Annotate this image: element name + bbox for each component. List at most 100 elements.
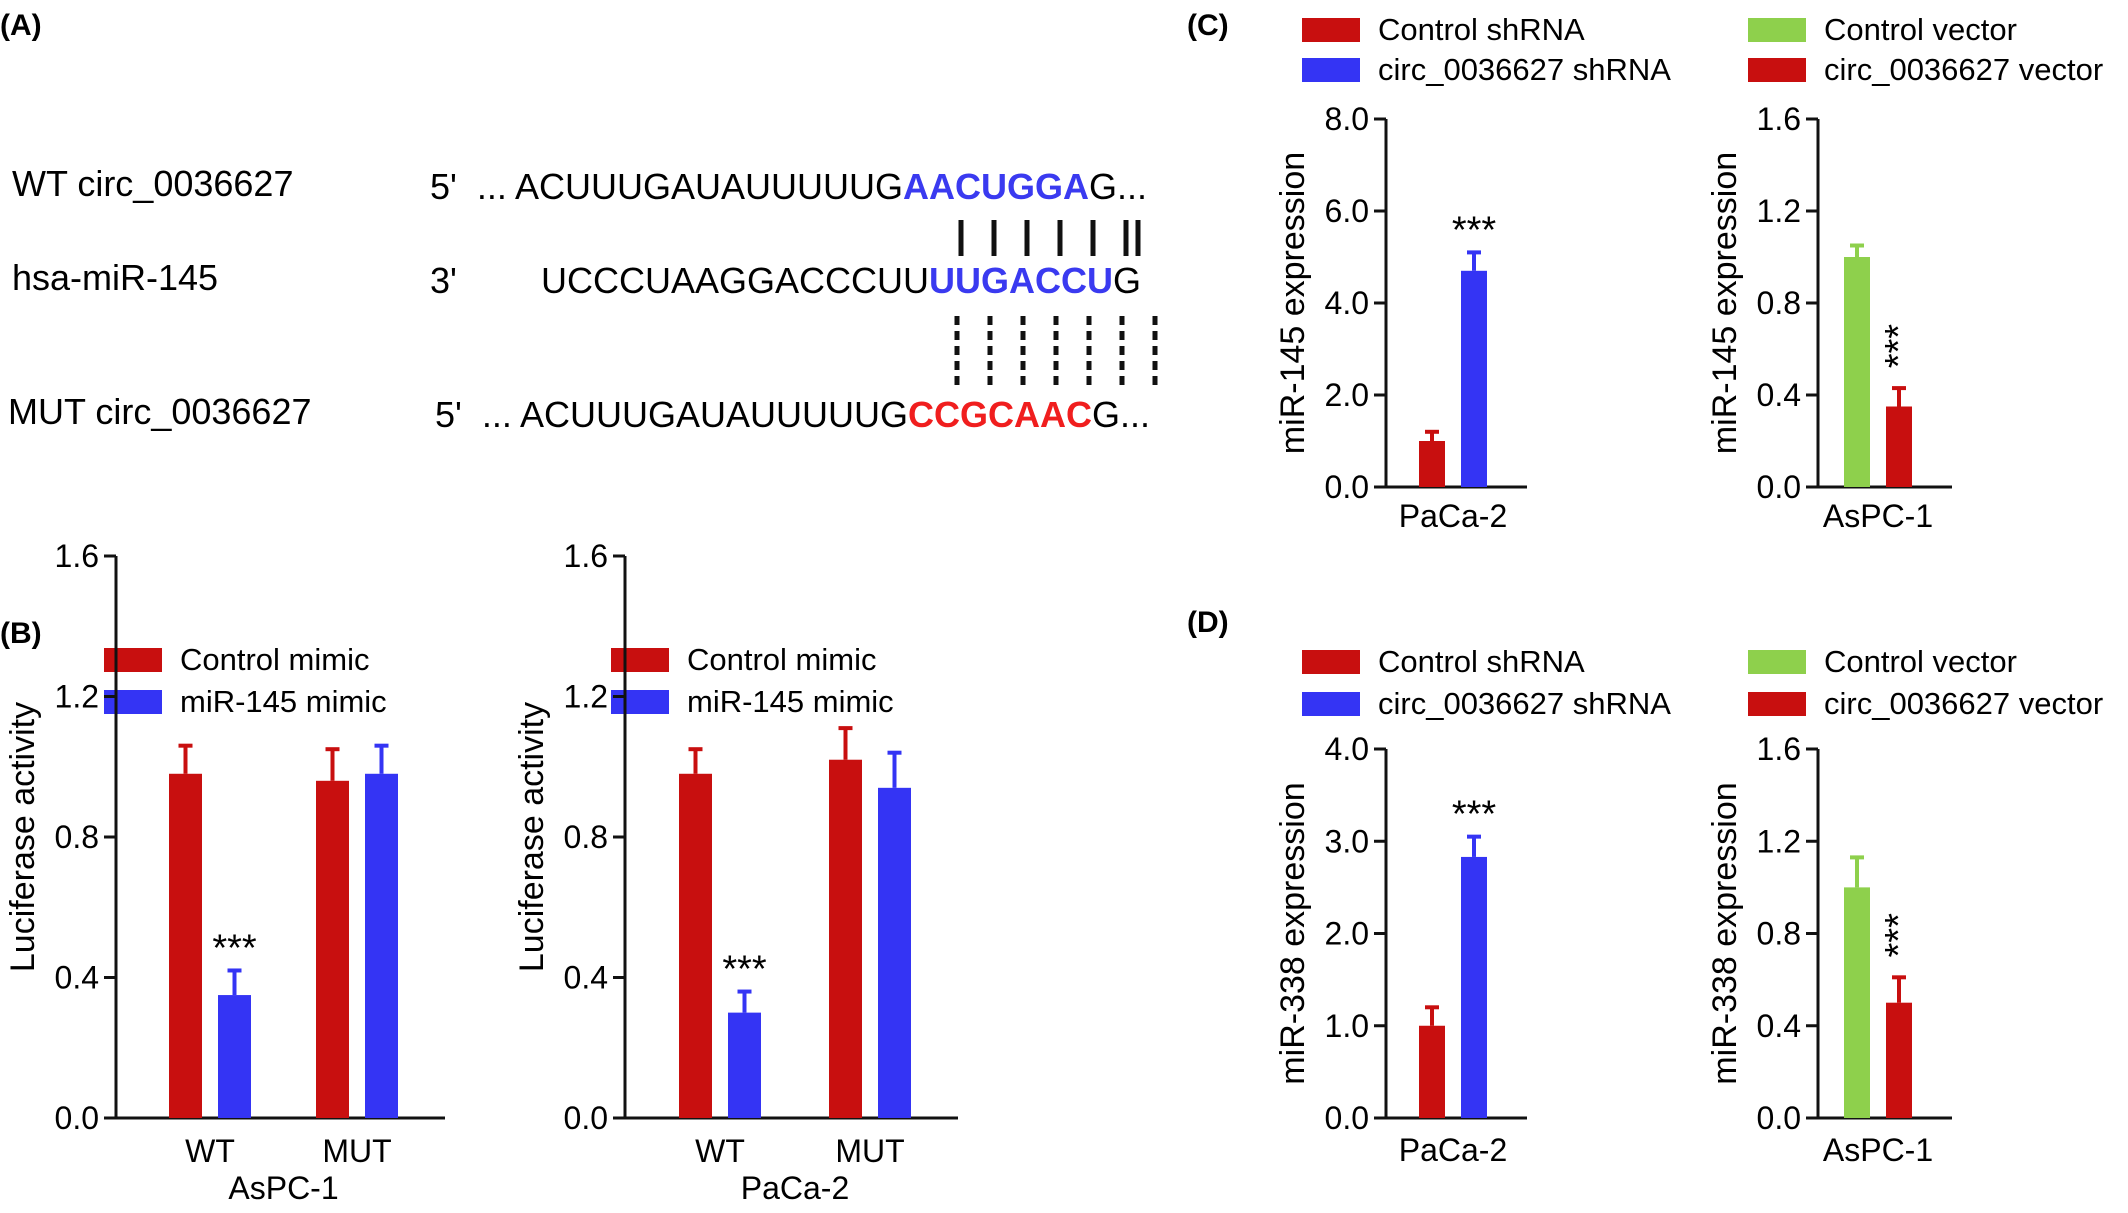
mirna-sequence: UCCCUAAGGACCCUUUUGACCUG	[541, 260, 1141, 301]
wt-pre: ... ACUUUGAUAUUUUUG	[477, 166, 903, 207]
mirna-prime: 3'	[430, 260, 457, 301]
sequence-alignment: WT circ_0036627 hsa-miR-145 MUT circ_003…	[8, 163, 1158, 435]
y-tick-label: 0.0	[55, 1100, 99, 1136]
legend-swatch	[1748, 692, 1806, 716]
x-axis-label: AsPC-1	[228, 1170, 338, 1206]
x-tick-label: PaCa-2	[1399, 498, 1508, 534]
y-tick-label: 1.0	[1325, 1008, 1369, 1044]
bar	[1419, 441, 1445, 487]
legend-swatch	[1302, 58, 1360, 82]
y-tick-label: 0.4	[1757, 377, 1801, 413]
y-tick-label: 1.2	[1757, 823, 1801, 859]
legend-label: Control vector	[1824, 644, 2017, 679]
chart-c1-mir145-paca2: 0.0 2.0 4.0 6.0 8.0 miR-145 expression PaCa-2 *…	[1274, 101, 1527, 534]
mirna-site: UUGACCU	[929, 260, 1113, 301]
x-tick-label: MUT	[835, 1133, 904, 1169]
bar	[1844, 257, 1870, 487]
y-tick-label: 1.6	[1757, 731, 1801, 767]
y-axis-label: Luciferase activity	[513, 702, 551, 972]
significance-label: ***	[722, 949, 767, 991]
y-tick-label: 0.8	[1757, 916, 1801, 952]
y-tick-label: 1.2	[564, 679, 608, 715]
legend-swatch	[104, 648, 162, 672]
pairing-dashed-lines	[954, 316, 1158, 388]
bar	[679, 773, 712, 1118]
bar	[728, 1012, 761, 1118]
bar	[365, 773, 398, 1118]
y-tick-label: 0.8	[1757, 285, 1801, 321]
mut-post: G...	[1092, 394, 1150, 435]
y-tick-label: 1.6	[55, 538, 99, 574]
wt-post: G...	[1089, 166, 1147, 207]
y-tick-label: 0.0	[1757, 1100, 1801, 1136]
y-tick-label: 4.0	[1325, 285, 1369, 321]
bar	[829, 759, 862, 1118]
legend-label: Control mimic	[180, 642, 369, 677]
panel-label-c: (C)	[1187, 9, 1229, 42]
y-axis-label: miR-145 expression	[1274, 152, 1312, 454]
y-tick-label: 0.0	[1325, 469, 1369, 505]
bar	[169, 773, 202, 1118]
bar	[878, 787, 911, 1118]
y-tick-label: 0.4	[55, 960, 99, 996]
x-tick-label: PaCa-2	[1399, 1132, 1508, 1168]
legend-b1: Control mimic miR-145 mimic	[104, 642, 387, 719]
legend-label: miR-145 mimic	[180, 684, 387, 719]
y-tick-label: 1.2	[1757, 193, 1801, 229]
y-tick-label: 6.0	[1325, 193, 1369, 229]
legend-swatch	[611, 648, 669, 672]
y-axis-label: Luciferase activity	[4, 702, 42, 972]
significance-label: ***	[1452, 209, 1497, 251]
row-name-wt: WT circ_0036627	[12, 163, 293, 204]
y-tick-label: 2.0	[1325, 916, 1369, 952]
y-tick-label: 0.4	[564, 960, 608, 996]
y-axis-label: miR-145 expression	[1706, 152, 1744, 454]
x-tick-label: MUT	[322, 1133, 391, 1169]
y-tick-label: 1.2	[55, 679, 99, 715]
legend-d2: Control vector circ_0036627 vector	[1748, 644, 2103, 721]
bar	[1886, 406, 1912, 487]
pairing-solid-lines	[958, 220, 1141, 256]
legend-swatch	[611, 690, 669, 714]
significance-label: ***	[212, 927, 257, 969]
significance-label: ***	[1452, 794, 1497, 836]
y-tick-label: 0.8	[55, 819, 99, 855]
bar	[218, 995, 251, 1118]
bar	[1461, 270, 1487, 487]
y-tick-label: 1.6	[1757, 101, 1801, 137]
y-tick-label: 2.0	[1325, 377, 1369, 413]
legend-label: circ_0036627 vector	[1824, 52, 2103, 87]
legend-label: Control vector	[1824, 12, 2017, 47]
panel-label-d: (D)	[1187, 606, 1229, 639]
wt-prime: 5'	[430, 166, 457, 207]
legend-swatch	[104, 690, 162, 714]
row-name-mut: MUT circ_0036627	[8, 391, 312, 432]
y-tick-label: 4.0	[1325, 731, 1369, 767]
legend-label: circ_0036627 vector	[1824, 686, 2103, 721]
legend-c2: Control vector circ_0036627 vector	[1748, 12, 2103, 87]
mirna-pre: UCCCUAAGGACCCUU	[541, 260, 929, 301]
legend-swatch	[1748, 18, 1806, 42]
y-tick-label: 0.0	[1757, 469, 1801, 505]
y-axis-label: miR-338 expression	[1706, 782, 1744, 1084]
legend-label: circ_0036627 shRNA	[1378, 686, 1671, 721]
y-tick-label: 8.0	[1325, 101, 1369, 137]
x-tick-label: WT	[185, 1133, 235, 1169]
bar	[316, 780, 349, 1118]
significance-label: ***	[1878, 913, 1920, 958]
mirna-post: G	[1113, 260, 1141, 301]
bar	[1461, 856, 1487, 1118]
legend-swatch	[1302, 650, 1360, 674]
y-axis-label: miR-338 expression	[1274, 782, 1312, 1084]
x-axis-label: PaCa-2	[741, 1170, 850, 1206]
chart-b2-luciferase-paca2: 0.0 0.4 0.8 1.2 1.6 Luciferase activity WT MUTP…	[513, 538, 958, 1206]
y-tick-label: 0.8	[564, 819, 608, 855]
y-tick-label: 1.6	[564, 538, 608, 574]
mut-pre: ... ACUUUGAUAUUUUUG	[482, 394, 908, 435]
bar	[1844, 887, 1870, 1118]
significance-label: ***	[1878, 324, 1920, 369]
legend-swatch	[1748, 650, 1806, 674]
legend-b2: Control mimic miR-145 mimic	[611, 642, 894, 719]
y-tick-label: 0.4	[1757, 1008, 1801, 1044]
